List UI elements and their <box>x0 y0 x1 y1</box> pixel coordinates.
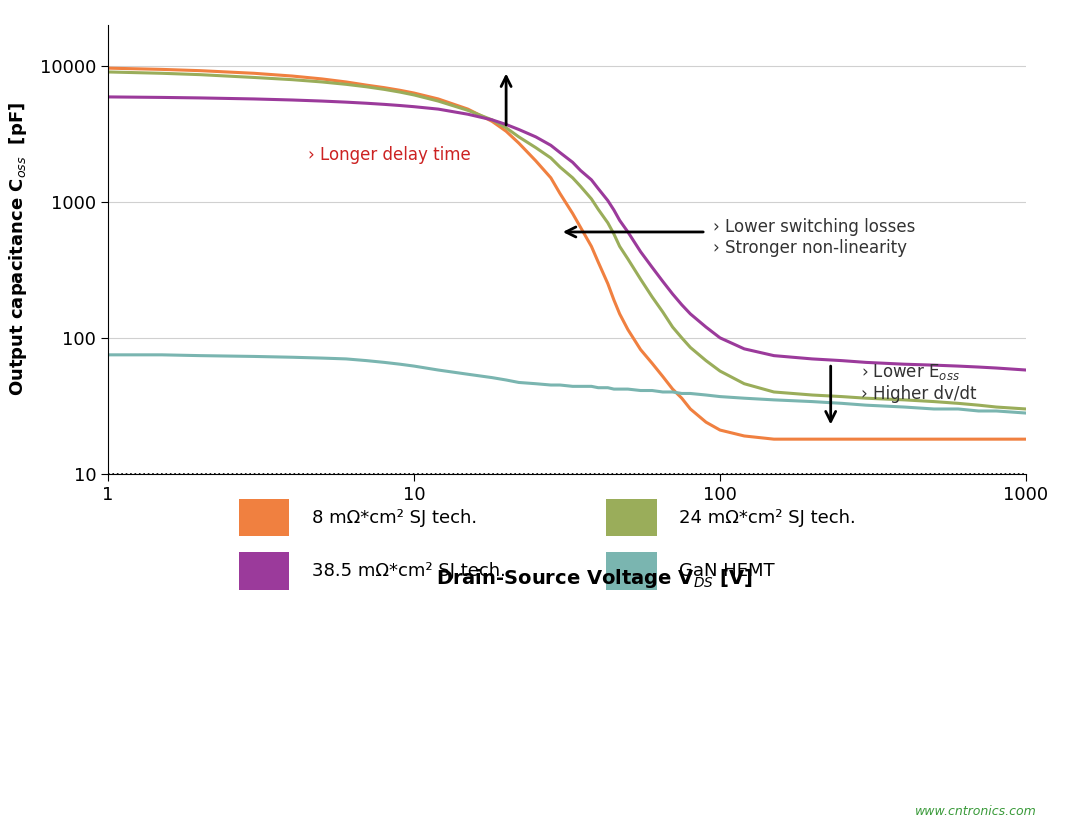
Text: Drain-Source Voltage V$_{DS}$ [V]: Drain-Source Voltage V$_{DS}$ [V] <box>435 567 753 590</box>
Text: › Lower switching losses
› Stronger non-linearity: › Lower switching losses › Stronger non-… <box>713 218 916 257</box>
Text: GaN HEMT: GaN HEMT <box>679 563 775 580</box>
FancyBboxPatch shape <box>239 553 289 590</box>
Text: www.cntronics.com: www.cntronics.com <box>915 805 1037 818</box>
FancyBboxPatch shape <box>606 553 657 590</box>
Text: › Lower E$_{oss}$
› Higher dv/dt: › Lower E$_{oss}$ › Higher dv/dt <box>862 362 977 403</box>
Y-axis label: Output capacitance C$_{oss}$  [pF]: Output capacitance C$_{oss}$ [pF] <box>6 102 29 396</box>
Text: 24 mΩ*cm² SJ tech.: 24 mΩ*cm² SJ tech. <box>679 509 856 527</box>
FancyBboxPatch shape <box>239 499 289 536</box>
Text: › Longer delay time: › Longer delay time <box>308 146 471 164</box>
FancyBboxPatch shape <box>606 499 657 536</box>
Text: 38.5 mΩ*cm² SJ tech.: 38.5 mΩ*cm² SJ tech. <box>312 563 507 580</box>
Text: 8 mΩ*cm² SJ tech.: 8 mΩ*cm² SJ tech. <box>312 509 477 527</box>
